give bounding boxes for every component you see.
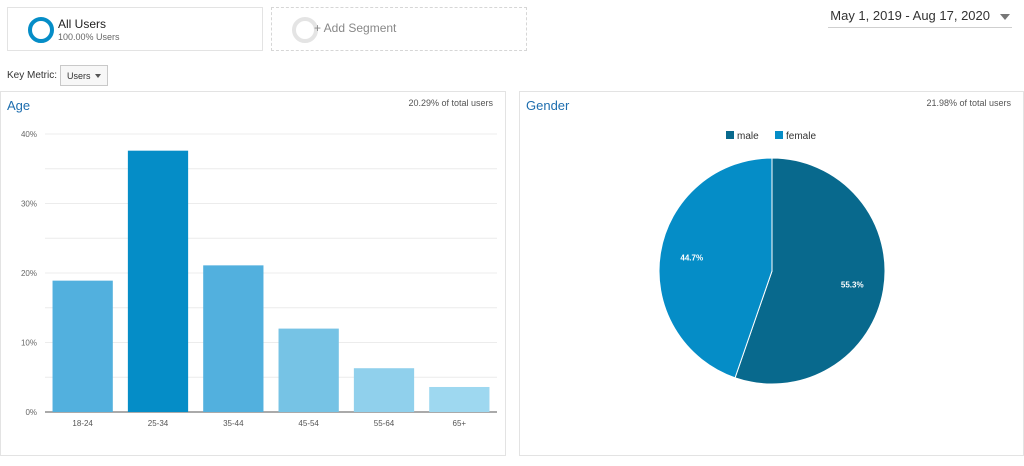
age-panel-share: 20.29% of total users: [408, 98, 493, 108]
bar-55-64: [353, 368, 415, 412]
date-range-picker[interactable]: May 1, 2019 - Aug 17, 2020: [828, 8, 1012, 28]
pie-value-label: 55.3%: [841, 280, 864, 289]
pie-slice-male: [734, 157, 886, 385]
age-panel-title: Age: [7, 98, 31, 113]
pie-value-label: 44.7%: [680, 254, 703, 263]
x-tick-label: 18-24: [72, 419, 93, 428]
y-tick-label: 40%: [21, 130, 37, 139]
bar-45-54: [278, 328, 339, 412]
date-range-label: May 1, 2019 - Aug 17, 2020: [830, 8, 990, 23]
x-tick-label: 25-34: [148, 419, 169, 428]
legend-swatch: [775, 131, 783, 139]
key-metric-select[interactable]: Users: [60, 65, 108, 86]
age-bar-chart: 0% 10% 20% 30% 40% 18-24 25-34 35-44 45-54 55-64 6…: [21, 130, 497, 428]
gender-panel-title: Gender: [526, 98, 570, 113]
empty-segment-ring-icon: [292, 17, 318, 43]
segment-all-users[interactable]: All Users 100.00% Users: [7, 7, 263, 51]
x-tick-label: 35-44: [223, 419, 244, 428]
legend-label: male: [737, 131, 759, 142]
bar-25-34: [127, 150, 189, 412]
pie-slice-female: [658, 157, 773, 379]
legend-item-male: male: [726, 131, 759, 142]
gender-pie-chart: 55.3% 44.7% male female: [658, 131, 886, 385]
segment-subtitle: 100.00% Users: [58, 32, 120, 42]
y-tick-label: 30%: [21, 200, 37, 209]
x-tick-label: 55-64: [374, 419, 395, 428]
y-tick-label: 0%: [25, 408, 37, 417]
bar-18-24: [52, 280, 113, 412]
legend-label: female: [786, 131, 816, 142]
chevron-down-icon: [1000, 14, 1010, 20]
segment-title: All Users: [58, 17, 107, 31]
y-tick-label: 20%: [21, 269, 37, 278]
legend-item-female: female: [775, 131, 816, 142]
add-segment-button[interactable]: + Add Segment: [271, 7, 527, 51]
gender-panel-share: 21.98% of total users: [926, 98, 1011, 108]
age-panel: Age 20.29% of total users 0% 10% 20% 30% 40%…: [0, 91, 506, 456]
y-tick-label: 10%: [21, 339, 37, 348]
gender-panel: Gender 21.98% of total users 55.3% 44.7% m…: [519, 91, 1024, 456]
segment-ring-icon: [28, 17, 54, 43]
bar-35-44: [203, 265, 264, 412]
key-metric-value: Users: [67, 71, 91, 81]
add-segment-label: + Add Segment: [314, 21, 397, 35]
x-tick-label: 65+: [453, 419, 467, 428]
chevron-down-icon: [95, 74, 101, 78]
bar-65+: [429, 386, 490, 412]
legend-swatch: [726, 131, 734, 139]
x-tick-label: 45-54: [298, 419, 319, 428]
key-metric-label: Key Metric:: [7, 70, 58, 81]
